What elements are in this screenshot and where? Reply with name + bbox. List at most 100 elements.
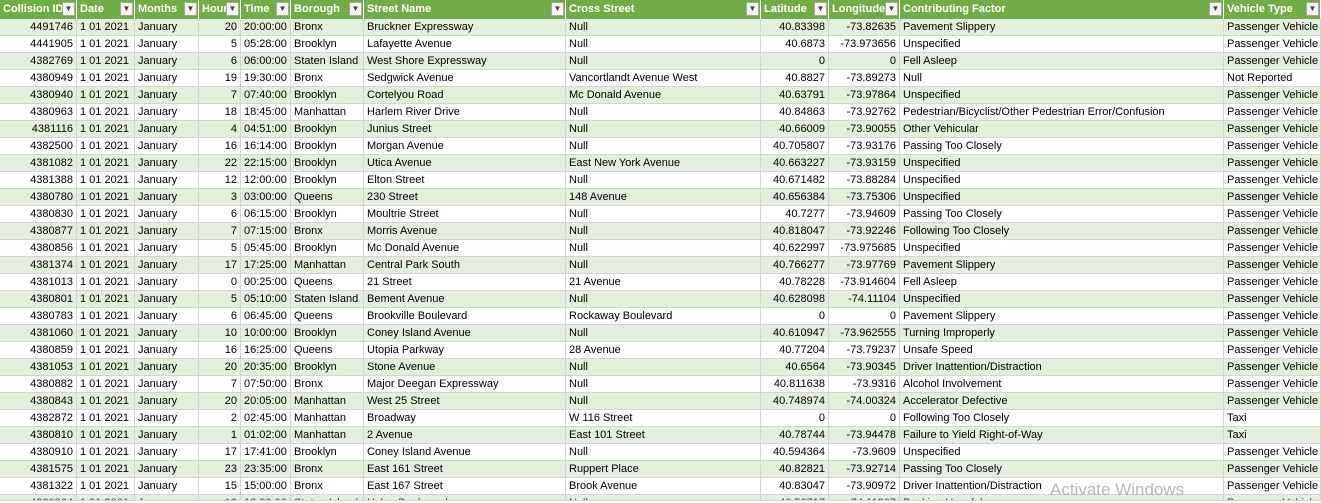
table-cell[interactable]: Backing Unsafely <box>900 495 1224 501</box>
table-cell[interactable]: 10:00:00 <box>241 325 291 342</box>
table-cell[interactable]: Unspecified <box>900 444 1224 461</box>
table-cell[interactable]: Passenger Vehicle <box>1224 189 1321 206</box>
table-cell[interactable]: 19:30:00 <box>241 70 291 87</box>
column-header[interactable]: Hour ▼ <box>199 0 241 19</box>
table-cell[interactable]: Manhattan <box>291 104 364 121</box>
table-cell[interactable]: Failure to Yield Right-of-Way <box>900 427 1224 444</box>
table-cell[interactable]: 12 <box>199 495 241 501</box>
table-cell[interactable]: Ruppert Place <box>566 461 761 478</box>
table-cell[interactable]: 0 <box>829 53 900 70</box>
table-cell[interactable]: 40.77204 <box>761 342 829 359</box>
table-cell[interactable]: -73.89273 <box>829 70 900 87</box>
table-cell[interactable]: Null <box>566 172 761 189</box>
table-cell[interactable]: Unspecified <box>900 155 1224 172</box>
table-cell[interactable]: 05:10:00 <box>241 291 291 308</box>
table-cell[interactable]: 1 01 2021 <box>77 206 135 223</box>
table-cell[interactable]: January <box>135 478 199 495</box>
table-cell[interactable]: Queens <box>291 274 364 291</box>
table-cell[interactable]: W 116 Street <box>566 410 761 427</box>
table-cell[interactable]: Moultrie Street <box>364 206 566 223</box>
table-cell[interactable]: January <box>135 495 199 501</box>
table-cell[interactable]: Passenger Vehicle <box>1224 223 1321 240</box>
table-cell[interactable]: 4380963 <box>0 104 77 121</box>
table-cell[interactable]: Morgan Avenue <box>364 138 566 155</box>
table-cell[interactable]: Null <box>566 291 761 308</box>
table-cell[interactable]: Broadway <box>364 410 566 427</box>
table-cell[interactable]: 4382500 <box>0 138 77 155</box>
filter-dropdown-icon[interactable]: ▼ <box>885 2 898 16</box>
table-cell[interactable]: 1 01 2021 <box>77 19 135 36</box>
table-cell[interactable]: Bruckner Expressway <box>364 19 566 36</box>
column-header[interactable]: Latitude ▼ <box>761 0 829 19</box>
table-cell[interactable]: Pedestrian/Bicyclist/Other Pedestrian Er… <box>900 104 1224 121</box>
table-cell[interactable]: 40.811638 <box>761 376 829 393</box>
table-cell[interactable]: 40.663227 <box>761 155 829 172</box>
table-cell[interactable]: -73.9316 <box>829 376 900 393</box>
table-cell[interactable]: -73.90972 <box>829 478 900 495</box>
table-cell[interactable]: January <box>135 359 199 376</box>
table-cell[interactable]: January <box>135 70 199 87</box>
table-cell[interactable]: -73.79237 <box>829 342 900 359</box>
table-cell[interactable]: 22 <box>199 155 241 172</box>
table-cell[interactable]: January <box>135 376 199 393</box>
table-cell[interactable]: -74.00324 <box>829 393 900 410</box>
table-cell[interactable]: Passenger Vehicle <box>1224 359 1321 376</box>
table-cell[interactable]: January <box>135 325 199 342</box>
table-cell[interactable]: Unspecified <box>900 36 1224 53</box>
table-cell[interactable]: 18:45:00 <box>241 104 291 121</box>
column-header[interactable]: Borough ▼ <box>291 0 364 19</box>
table-cell[interactable]: 40.671482 <box>761 172 829 189</box>
table-cell[interactable]: Null <box>566 138 761 155</box>
table-cell[interactable]: 5 <box>199 240 241 257</box>
table-cell[interactable]: 01:02:00 <box>241 427 291 444</box>
table-cell[interactable]: -73.975685 <box>829 240 900 257</box>
table-cell[interactable]: January <box>135 172 199 189</box>
table-cell[interactable]: 4 <box>199 121 241 138</box>
table-cell[interactable]: 4380830 <box>0 206 77 223</box>
table-cell[interactable]: Null <box>566 19 761 36</box>
table-cell[interactable]: 05:45:00 <box>241 240 291 257</box>
table-cell[interactable]: 22:15:00 <box>241 155 291 172</box>
column-header[interactable]: Street Name ▼ <box>364 0 566 19</box>
table-cell[interactable]: 07:15:00 <box>241 223 291 240</box>
table-cell[interactable]: Pavement Slippery <box>900 308 1224 325</box>
table-cell[interactable]: January <box>135 240 199 257</box>
table-cell[interactable]: 28 Avenue <box>566 342 761 359</box>
table-cell[interactable]: Bement Avenue <box>364 291 566 308</box>
table-cell[interactable]: 6 <box>199 53 241 70</box>
table-cell[interactable]: Fell Asleep <box>900 274 1224 291</box>
table-cell[interactable]: January <box>135 274 199 291</box>
table-cell[interactable]: 40.83047 <box>761 478 829 495</box>
table-cell[interactable]: 40.82821 <box>761 461 829 478</box>
table-cell[interactable]: 07:50:00 <box>241 376 291 393</box>
table-cell[interactable]: Passenger Vehicle <box>1224 87 1321 104</box>
table-cell[interactable]: Passing Too Closely <box>900 461 1224 478</box>
table-cell[interactable]: 40.8827 <box>761 70 829 87</box>
table-cell[interactable]: 06:00:00 <box>241 53 291 70</box>
table-cell[interactable]: Brooklyn <box>291 172 364 189</box>
filter-dropdown-icon[interactable]: ▼ <box>814 2 827 16</box>
table-cell[interactable]: Bronx <box>291 478 364 495</box>
table-cell[interactable]: 2 Avenue <box>364 427 566 444</box>
filter-dropdown-icon[interactable]: ▼ <box>551 2 564 16</box>
table-cell[interactable]: Unsafe Speed <box>900 342 1224 359</box>
table-cell[interactable]: 4380864 <box>0 495 77 501</box>
table-cell[interactable]: Sedgwick Avenue <box>364 70 566 87</box>
table-cell[interactable]: 03:00:00 <box>241 189 291 206</box>
table-cell[interactable]: 4381388 <box>0 172 77 189</box>
table-cell[interactable]: 4381374 <box>0 257 77 274</box>
table-cell[interactable]: Brooklyn <box>291 359 364 376</box>
table-cell[interactable]: 07:40:00 <box>241 87 291 104</box>
table-cell[interactable]: 4380910 <box>0 444 77 461</box>
table-cell[interactable]: 1 01 2021 <box>77 70 135 87</box>
table-cell[interactable]: 2 <box>199 410 241 427</box>
table-cell[interactable]: 40.56717 <box>761 495 829 501</box>
column-header[interactable]: Date ▼ <box>77 0 135 19</box>
column-header[interactable]: Months ▼ <box>135 0 199 19</box>
table-cell[interactable]: 20 <box>199 393 241 410</box>
table-cell[interactable]: 0 <box>829 410 900 427</box>
table-cell[interactable]: Passing Too Closely <box>900 206 1224 223</box>
filter-dropdown-icon[interactable]: ▼ <box>1306 2 1319 16</box>
table-cell[interactable]: 5 <box>199 36 241 53</box>
table-cell[interactable]: January <box>135 410 199 427</box>
